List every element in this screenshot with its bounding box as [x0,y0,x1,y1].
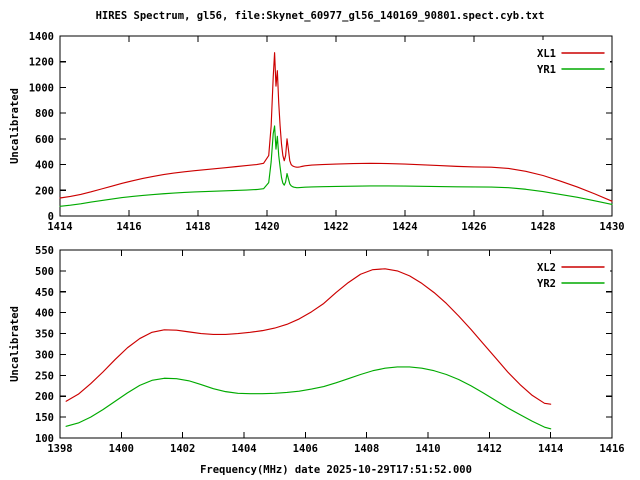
x-tick-label-1416: 1416 [116,221,141,233]
spectrum-panel-top: 1414 1416 1418 1420 1422 1424 1426 1428 1430 0 200… [9,31,625,233]
x-tick-label-1428: 1428 [530,221,555,233]
x-tick-label-1412: 1412 [477,443,502,455]
x-tick-label-1404: 1404 [231,443,256,455]
x-tick-label-1398: 1398 [47,443,72,455]
y-tick-label-1200: 1200 [29,57,54,69]
bandpass-panel-bottom: 1398 1400 1402 1404 1406 1408 1410 1412 1414 1416… [9,245,625,455]
x-tick-label-1426: 1426 [461,221,486,233]
y-axis-label-top: Uncalibrated [9,88,21,164]
y-tick-label-150: 150 [35,412,54,424]
y-tick-label-100: 100 [35,433,54,445]
plot-frame-bottom [59,249,613,439]
y-tick-label-450: 450 [35,287,54,299]
x-tick-label-1410: 1410 [415,443,440,455]
y-tick-label-1400: 1400 [29,31,54,43]
y-tick-label-550: 550 [35,245,54,257]
y-tick-label-1000: 1000 [29,82,54,94]
y-tick-label-200: 200 [35,185,54,197]
x-tick-label-1418: 1418 [185,221,210,233]
y-tick-label-800: 800 [35,108,54,120]
trace-YR2 [65,366,552,430]
x-tick-label-1416: 1416 [599,443,624,455]
legend-label-YR1: YR1 [537,64,556,76]
y-tick-label-600: 600 [35,134,54,146]
x-tick-label-1402: 1402 [170,443,195,455]
legend-label-YR2: YR2 [537,278,556,290]
trace-XL1 [59,52,613,202]
trace-YR1 [59,125,613,207]
x-tick-label-1422: 1422 [323,221,348,233]
page-title: HIRES Spectrum, gl56, file:Skynet_60977_… [96,10,545,22]
legend-label-XL1: XL1 [537,48,556,60]
y-axis-label-bottom: Uncalibrated [9,306,21,382]
y-tick-label-0: 0 [48,211,54,223]
trace-XL2 [65,268,552,405]
y-tick-label-500: 500 [35,266,54,278]
y-tick-label-400: 400 [35,160,54,172]
y-tick-label-300: 300 [35,349,54,361]
x-axis-label: Frequency(MHz) date 2025-10-29T17:51:52.… [200,464,472,476]
x-tick-label-1430: 1430 [599,221,624,233]
x-tick-label-1400: 1400 [109,443,134,455]
x-tick-label-1414: 1414 [538,443,563,455]
x-tick-label-1424: 1424 [392,221,417,233]
x-tick-label-1408: 1408 [354,443,379,455]
y-tick-label-400: 400 [35,308,54,320]
x-tick-label-1406: 1406 [293,443,318,455]
x-tick-label-1414: 1414 [47,221,72,233]
legend-label-XL2: XL2 [537,262,556,274]
x-tick-label-1420: 1420 [254,221,279,233]
y-tick-label-200: 200 [35,391,54,403]
y-tick-label-350: 350 [35,329,54,341]
y-tick-label-250: 250 [35,370,54,382]
